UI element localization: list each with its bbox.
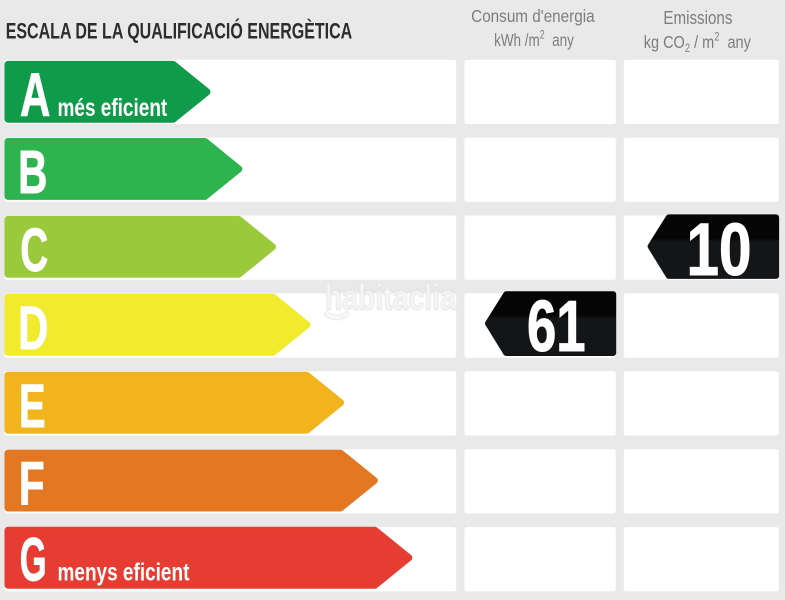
svg-text:G: G <box>20 525 47 594</box>
svg-text:Emissions: Emissions <box>663 8 732 29</box>
svg-text:kWh /m2 any: kWh /m2 any <box>494 29 574 50</box>
svg-text:E: E <box>19 371 46 440</box>
svg-text:10: 10 <box>686 209 751 291</box>
svg-text:ESCALA DE LA QUALIFICACIÓ ENER: ESCALA DE LA QUALIFICACIÓ ENERGÈTICA <box>6 16 353 44</box>
svg-text:A: A <box>20 63 50 131</box>
svg-text:C: C <box>20 216 48 284</box>
svg-text:menys eficient: menys eficient <box>58 558 190 586</box>
svg-text:Consum d'energia: Consum d'energia <box>471 6 595 26</box>
svg-text:kg CO2 / m2 any: kg CO2 / m2 any <box>644 30 752 55</box>
svg-text:F: F <box>19 450 45 518</box>
svg-text:B: B <box>18 138 47 206</box>
svg-text:D: D <box>18 295 48 363</box>
svg-text:habitaclia: habitaclia <box>325 278 457 318</box>
svg-text:61: 61 <box>527 287 586 367</box>
svg-text:més eficient: més eficient <box>58 94 168 122</box>
